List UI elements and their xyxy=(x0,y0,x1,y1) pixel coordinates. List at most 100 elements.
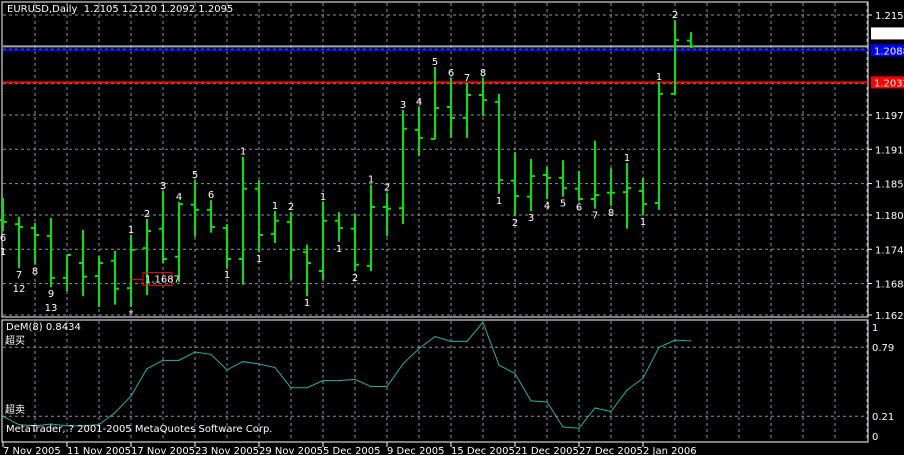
ohlc-bar xyxy=(223,224,231,269)
ohlc-bar xyxy=(559,160,567,197)
dem-point xyxy=(98,424,100,426)
bar-label: 3 xyxy=(160,181,166,192)
dem-point xyxy=(114,412,116,414)
x-tick-label: 29 Nov 2005 xyxy=(259,446,323,455)
x-tick-label: 9 Dec 2005 xyxy=(387,446,445,455)
indicator-axis-label: 1 xyxy=(872,323,878,334)
bar-label: 2 xyxy=(384,183,390,194)
dem-point xyxy=(434,335,436,338)
dem-point xyxy=(226,369,228,371)
bar-label: * xyxy=(129,309,134,320)
bar-label: 6 xyxy=(0,233,6,244)
ohlc-bar xyxy=(31,223,39,265)
x-tick-label: 27 Dec 2005 xyxy=(579,446,643,455)
dem-point xyxy=(530,400,532,402)
ohlc-bar xyxy=(415,107,423,157)
indicator-axis-label: 0.79 xyxy=(872,343,894,354)
bar-label: 4 xyxy=(544,201,550,212)
bar-label: 1 xyxy=(640,217,646,228)
bar-label: 5 xyxy=(192,170,198,181)
dem-point xyxy=(594,407,596,409)
bar-label: 6 xyxy=(448,68,454,79)
bar-label: 1 xyxy=(240,147,246,158)
dem-line xyxy=(2,321,692,429)
dem-point xyxy=(210,353,212,356)
ohlc-bar xyxy=(335,212,343,242)
ohlc-bar xyxy=(495,93,503,194)
x-tick-label: 17 Nov 2005 xyxy=(131,446,195,455)
dem-point xyxy=(610,410,612,413)
bar-label: 1 xyxy=(128,225,134,236)
bar-label: 1 xyxy=(624,153,630,164)
indicator-title: DeM(8) 0.8434 xyxy=(6,322,81,333)
bar-label: 8 xyxy=(32,267,38,278)
bar-label: 6 xyxy=(576,203,582,214)
dem-point xyxy=(498,364,500,366)
ohlc-bar xyxy=(159,191,167,263)
ohlc-bar xyxy=(15,216,23,269)
y-tick-label: 1.1975 xyxy=(875,111,904,122)
dem-point xyxy=(162,359,164,361)
dem-point xyxy=(450,340,452,342)
ohlc-bar xyxy=(543,167,551,199)
y-tick-label: 1.1800 xyxy=(875,211,904,222)
y-tick-label: 1.2150 xyxy=(875,11,904,22)
ohlc-bar xyxy=(479,77,487,117)
blue-hline-label: 1.2088 xyxy=(874,46,904,57)
indicator-axis-label: 0 xyxy=(872,432,878,443)
dem-point xyxy=(258,363,260,365)
ohlc-bar xyxy=(687,32,695,49)
bid-line-label-bg xyxy=(871,27,904,40)
ohlc-bar xyxy=(79,229,87,297)
bar-label: 2 xyxy=(352,273,358,284)
ohlc-bar xyxy=(383,192,391,237)
dem-point xyxy=(354,378,356,381)
bar-label: 1 xyxy=(656,72,662,83)
ohlc-bar xyxy=(367,184,375,271)
ohlc-bar xyxy=(671,20,679,95)
bar-label: 1 xyxy=(256,254,262,265)
bar-label: 1 xyxy=(304,298,310,309)
ohlc-bar xyxy=(0,197,7,231)
bar-label: 3 xyxy=(528,213,534,224)
bid-line-label: 1.2095 xyxy=(874,29,904,40)
ohlc-bar xyxy=(303,244,311,297)
dem-point xyxy=(626,389,628,391)
blue-hline-label-bg xyxy=(871,44,904,57)
bar-label: 6 xyxy=(208,190,214,201)
ohlc-bar xyxy=(399,109,407,225)
ohlc-bar xyxy=(511,152,519,217)
ohlc-bar xyxy=(607,168,615,206)
dem-point xyxy=(130,395,132,397)
dem-point xyxy=(370,385,372,388)
dem-point xyxy=(578,427,580,429)
x-tick-label: 7 Nov 2005 xyxy=(3,446,61,455)
dem-point xyxy=(322,380,324,382)
annotation-text: 1.1687 xyxy=(145,275,180,286)
ohlc-bar xyxy=(47,217,55,287)
x-tick-label: 2 Jan 2006 xyxy=(643,446,697,455)
dem-point xyxy=(242,360,244,363)
ohlc-bar xyxy=(639,177,647,215)
dem-point xyxy=(290,387,292,389)
annotation-box xyxy=(142,272,173,287)
dem-point xyxy=(674,339,676,341)
x-tick-label: 5 Dec 2005 xyxy=(323,446,381,455)
dem-point xyxy=(50,423,52,425)
bar-label: 2 xyxy=(288,202,294,213)
ohlc-bar xyxy=(143,219,151,295)
y-tick-label: 1.1625 xyxy=(875,311,904,322)
ohlc-bar xyxy=(95,256,103,307)
ohlc-bar xyxy=(447,77,455,138)
bar-label: 7 xyxy=(464,73,470,84)
ohlc-bar xyxy=(431,67,439,140)
dem-point xyxy=(194,351,196,353)
dem-point xyxy=(402,363,404,365)
bar-label: 2 xyxy=(144,209,150,220)
dem-point xyxy=(514,372,516,375)
ohlc-bar xyxy=(111,251,119,305)
ohlc-bar xyxy=(255,180,263,253)
indicator-panel-frame xyxy=(1,319,869,443)
